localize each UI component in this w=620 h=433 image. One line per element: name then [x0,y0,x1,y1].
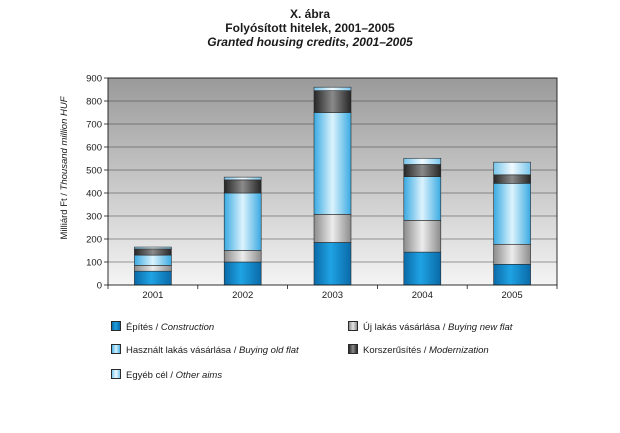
plot-frame [107,77,558,286]
bar-construction-2001 [134,270,172,286]
chart-title-english: Granted housing credits, 2001–2005 [207,35,413,49]
bar-construction-2005 [493,263,531,286]
bar-old-2002 [223,192,262,251]
y-tick-label: 800 [86,97,102,108]
bars-group [134,86,531,286]
bar-new-2001 [134,265,172,272]
bar-new-2005 [493,243,531,265]
y-axis-label-hu: Milliárd Ft / [59,190,70,239]
x-tick-labels: 2001 2002 2003 2004 2005 [142,290,522,301]
y-tick-label: 400 [86,189,102,200]
y-tick-labels: 0 100 200 300 400 500 600 700 800 900 [86,74,102,292]
y-tick-label: 100 [86,258,102,269]
axes-group [104,77,558,289]
chart-title-block: X. ábra Folyósított hitelek, 2001–2005 G… [0,7,620,49]
bar-mod-2004 [403,164,442,177]
y-tick-label: 500 [86,166,102,177]
bar-other-2001 [134,246,172,250]
y-tick-label: 700 [86,120,102,131]
y-tick-label: 200 [86,235,102,246]
bar-mod-2005 [493,174,531,184]
chart-title-number: X. ábra [289,7,331,21]
bar-old-2003 [313,112,352,215]
x-tick-label: 2003 [322,290,343,301]
y-tick-label: 900 [86,74,102,85]
x-tick-label: 2004 [412,290,433,301]
bar-mod-2001 [134,248,172,256]
x-tick-label: 2001 [142,290,163,301]
bar-other-2005 [493,161,531,176]
bar-construction-2002 [223,261,262,286]
x-tick-label: 2002 [232,290,253,301]
bar-old-2004 [403,176,442,221]
bar-other-2004 [403,157,442,165]
y-axis-label-en: Thousand million HUF [59,95,70,190]
y-tick-label: 300 [86,212,102,223]
chart-title-hungarian: Folyósított hitelek, 2001–2005 [225,21,395,35]
bar-old-2001 [134,254,172,266]
y-tick-label: 0 [97,281,102,292]
bar-old-2005 [493,183,531,245]
y-axis-label: Milliárd Ft / Thousand million HUF [59,95,70,239]
bar-new-2004 [403,220,442,253]
bar-mod-2002 [223,179,262,194]
bar-mod-2003 [313,90,352,113]
bar-construction-2004 [403,251,442,286]
bar-other-2003 [313,86,352,91]
bar-construction-2003 [313,242,352,286]
x-tick-label: 2005 [502,290,523,301]
bar-other-2002 [223,176,262,181]
bar-new-2002 [223,250,262,263]
bar-new-2003 [313,214,352,243]
y-tick-label: 600 [86,143,102,154]
